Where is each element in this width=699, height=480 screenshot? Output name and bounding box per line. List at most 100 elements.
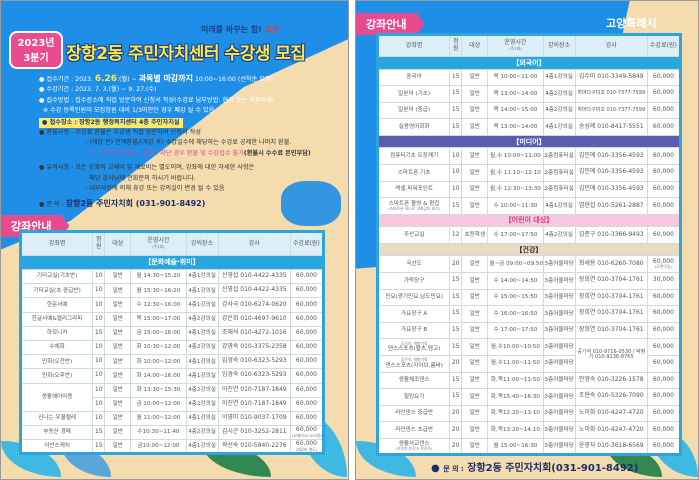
schedule: 금10:00~12:00: [130, 439, 187, 455]
instructor: 장희연 010-3704-1761: [574, 305, 648, 323]
table-row: 실용영어회화 15 일반 목 13:00~14:00 4층1강의실 송성례 010-841…: [376, 118, 682, 136]
fee: 60,000: [289, 410, 325, 427]
target: 일반: [461, 180, 489, 199]
instructor: 김민애 010-3356-4593: [574, 180, 648, 199]
target: 일반: [104, 311, 132, 327]
course-name: 한문서예: [19, 297, 94, 313]
room: 4층1강의실: [542, 68, 576, 87]
fee: 60,000 (도복구입): [646, 255, 682, 273]
course-name: 컴퓨터기초 도장깨기: [376, 147, 451, 165]
fee: 60,000: [646, 338, 682, 356]
fee: 60,000: [646, 421, 682, 439]
course-name: 스마트폰 촬영 & 편집 (스마트폰 하나로 영화감독 되기): [376, 197, 451, 215]
course-name: 힐링요가: [376, 388, 451, 406]
fee: 60,000: [646, 321, 682, 340]
fee: 60,000: [289, 268, 325, 285]
schedule: 수 17:00~17:50: [487, 321, 544, 340]
column-header: 강의장소: [185, 231, 219, 256]
capacity: 15: [449, 305, 463, 323]
target: 일반: [104, 354, 132, 370]
target: 일반: [461, 354, 489, 373]
column-header: 운영시간 (주1회): [130, 231, 187, 256]
table-row: 신나는 우쿨렐레 10 일반 월 11:00~12:00 4층1강의실 이영미 010-9…: [19, 410, 325, 427]
table-row: 중국어 15 일반 목 10:00~11:00 4층1강의실 김수미 010-3349-5…: [376, 68, 682, 87]
room: 3층어울마당: [542, 305, 576, 323]
room: 4층1강의실: [185, 268, 219, 285]
column-header: 강좌명: [19, 231, 94, 256]
table-row: 가요장구 B 15 일반 수 17:00~17:50 3층어울마당 장희연 010-370…: [376, 321, 682, 340]
capacity: 15: [449, 68, 463, 87]
flyer-page-2: 강좌안내 고양특례시 강좌명 정원 대상 운영시간 (주1회) 강의장소 강사 수강료(원) 【…: [355, 0, 699, 480]
table-row: 엑셀,파워포인트 10 일반 월,수 12:30~13:30 2층컴퓨터실 김민애 010…: [376, 180, 682, 199]
instructor: 하마다구미꼬 010-7377-7599: [574, 101, 648, 120]
brand-goyang: 고양특례시: [606, 17, 657, 30]
fee: 60,000: [289, 311, 325, 327]
instructor: 이진연 010-7187-1849: [217, 382, 291, 398]
slogan: 미래를 바꾸는 힘! 고양: [201, 24, 279, 35]
course-name: 공기석, 박향기의 댄스스포츠(자이브,룸바): [376, 354, 451, 373]
schedule: 월,수 10:00~11:00: [487, 147, 544, 165]
instructor: 김준구 010-3366-9493: [574, 226, 648, 244]
room: 3층어울마당: [542, 354, 576, 373]
course-name: 실용영어회화: [376, 118, 451, 136]
capacity: 15: [449, 321, 463, 340]
schedule: 화,목13:20~14:10: [487, 421, 544, 439]
badge-quarter: 3분기: [23, 53, 49, 64]
target: 일반: [461, 197, 489, 215]
contact-info: ● 문 의 : 장항2동 주민자치회(031-901-8492): [431, 463, 639, 474]
target: 일반: [461, 338, 489, 356]
instructor: 강영숙 010-3375-2358: [217, 339, 291, 356]
room: 2층컴퓨터실: [542, 163, 576, 182]
contact-label: 문 의 :: [443, 465, 464, 473]
slogan-text: 미래를 바꾸는 힘!: [201, 25, 262, 34]
instructor: 장희연 010-3704-1761: [574, 271, 648, 290]
capacity: 10: [92, 339, 106, 356]
target: 일반: [461, 305, 489, 323]
course-name: 가락장구: [376, 271, 451, 290]
instructor: 노미화 010-4247-4720: [574, 421, 648, 439]
section-row: 【어린이 대상】: [377, 214, 681, 227]
target: 일반: [461, 321, 489, 340]
table-row: 일본어 (중급) 15 일반 목 14:00~15:00 4층2강의실 하마다구미꼬 01…: [376, 101, 682, 120]
room: 4층2강의실: [542, 101, 576, 120]
course-name: 어반스케치: [19, 439, 94, 455]
fee: 60,000: [646, 371, 682, 390]
fee: 60,000 (교재비10,000원): [289, 425, 325, 441]
room: 4층2강의실: [185, 311, 219, 327]
room: 3층어울마당: [542, 321, 576, 340]
schedule: 월 14:30~15:20: [130, 268, 187, 285]
instructor: 노미화 010-4247-4720: [574, 404, 648, 423]
column-header: 정원: [449, 34, 463, 57]
table-row: 민요(경기민요,남도민요) 15 일반 수 15:00~15:50 3층어울마당 장희연 …: [376, 288, 682, 307]
schedule: 월,수10:00~10:50: [487, 338, 544, 356]
column-header: 운영시간 (주1회): [487, 34, 544, 57]
table-row: 라인댄스 초급반 20 일반 화,목13:20~14:10 3층어울마당 노미화 010-…: [376, 421, 682, 439]
info-block: ● 접수기간 : 2023. 6.26.(월) ~ 과목별 마감까지 10:00…: [39, 74, 339, 211]
fee: 60,000: [646, 437, 682, 456]
instructor: 김민애 010-3356-4593: [574, 147, 648, 165]
target: 일반: [104, 425, 132, 441]
room: 4층1강의실: [185, 368, 219, 384]
instructor: 신영섭 010-4422-4335: [217, 283, 291, 299]
fee: 60,000: [646, 163, 682, 182]
course-table: 강좌명 정원 대상 운영시간 (주1회) 강의장소 강사 수강료(원) 【문화예술·취미】 기타교…: [19, 230, 325, 456]
fee: 60,000: [646, 85, 682, 103]
capacity: 10: [92, 297, 106, 313]
room: 2층컴퓨터실: [542, 180, 576, 199]
course-name: 가요장구 A: [376, 305, 451, 323]
instructor: 신영섭 010-4422-4335: [217, 268, 291, 285]
target: 일반: [104, 268, 132, 285]
instructor: 이영미 010-9037-1709: [217, 410, 291, 427]
table-row: 일본어 (기초) 15 일반 목 13:00~14:00 4층2강의실 하마다구미꼬 01…: [376, 85, 682, 103]
instructor: 윤광자 010-3618-6569: [574, 437, 648, 456]
room: 3층어울마당: [542, 255, 576, 273]
course-name: 부동산 경매: [19, 425, 94, 441]
fee: 60,000: [646, 147, 682, 165]
table-row: 한문서예 10 일반 수 12:30~16:00 4층1강의실 강사국 010-6274-…: [19, 297, 325, 313]
capacity: 15: [449, 101, 463, 120]
capacity: 20: [449, 421, 463, 439]
quarter-badge: 2023년 3분기: [9, 31, 63, 69]
schedule: 화 14:00~16:00: [130, 368, 187, 384]
table-row: 10 일반 금 10:00~12:00 4층2강의실 이진연 010-7187-1849…: [21, 396, 325, 412]
table-row: 하모니카 15 일반 금 15:00~16:00 4층1강의실 조재석 010-4272-…: [19, 325, 325, 341]
